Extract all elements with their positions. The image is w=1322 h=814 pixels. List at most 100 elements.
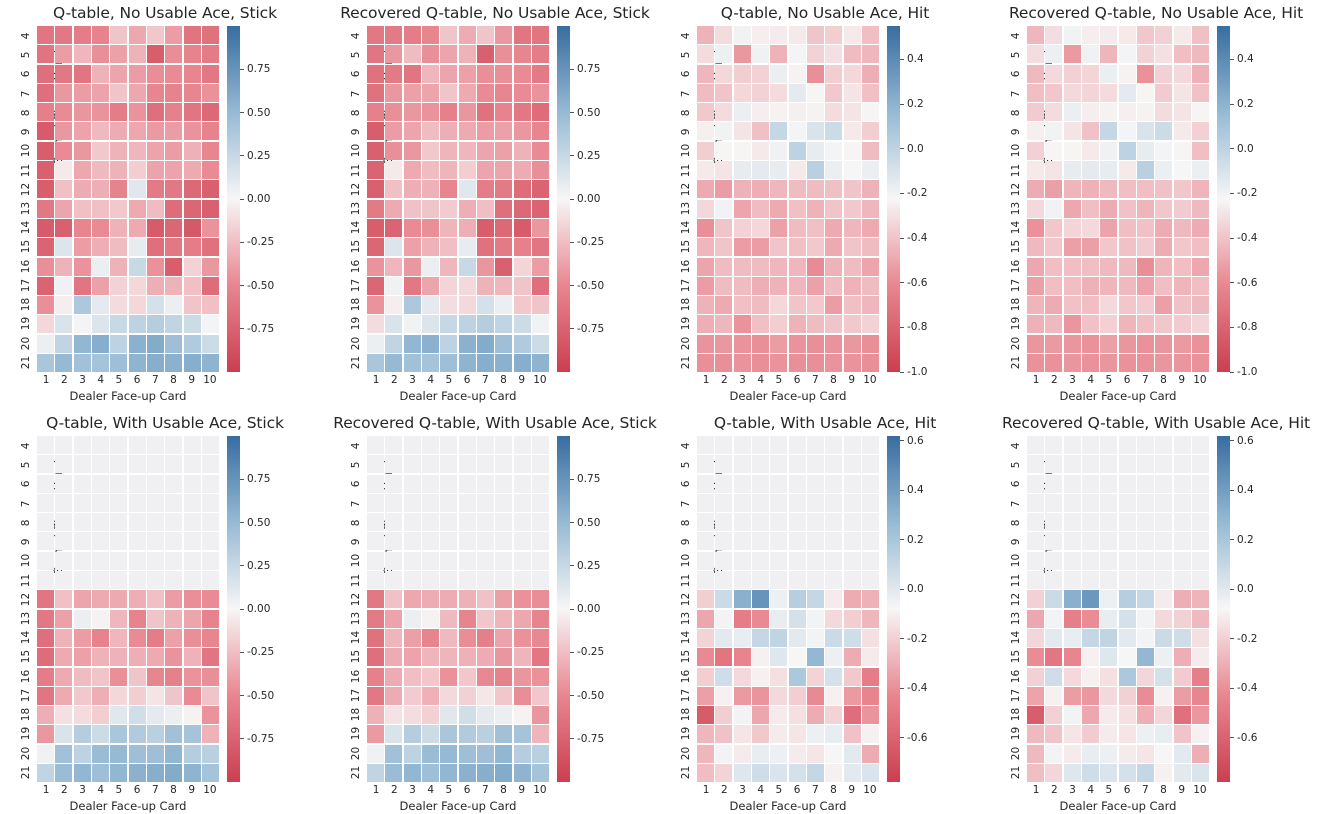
heatmap-cell: [183, 571, 201, 589]
tick-dash-icon: [900, 371, 904, 373]
heatmap-cell: [843, 45, 861, 64]
heatmap-cell: [403, 474, 421, 493]
y-tick-label: 20: [679, 336, 692, 350]
y-tick-label: 9: [19, 538, 32, 546]
heatmap-cell: [1027, 26, 1044, 44]
heatmap-cell: [165, 436, 183, 454]
heatmap-cell: [110, 315, 128, 334]
heatmap-cell: [385, 26, 403, 44]
heatmap-cell: [367, 161, 384, 179]
heatmap-cell: [1192, 26, 1209, 44]
colorbar-tick: 0.2: [900, 98, 924, 110]
heatmap-cell: [1063, 648, 1081, 667]
heatmap-cell: [1027, 493, 1044, 512]
x-tick-label: 4: [757, 374, 765, 386]
heatmap-cell: [458, 334, 476, 353]
heatmap-cell: [807, 276, 824, 295]
heatmap-cell: [165, 648, 183, 667]
colorbar-tick: 0.50: [240, 517, 270, 529]
heatmap-cell: [183, 513, 201, 532]
heatmap-cell: [165, 296, 183, 315]
x-tick-label: 6: [793, 784, 801, 796]
tick-dash-icon: [570, 565, 574, 567]
tick-dash-icon: [240, 241, 244, 243]
heatmap-grid: [37, 26, 219, 372]
heatmap-cell: [495, 334, 513, 353]
heatmap-cell: [825, 764, 843, 782]
y-tick-label: 8: [679, 519, 692, 526]
heatmap-cell: [385, 180, 403, 199]
heatmap-cell: [532, 45, 549, 64]
heatmap-cell: [1063, 64, 1081, 83]
heatmap-cell: [128, 455, 146, 474]
x-tick-label: 6: [133, 784, 141, 796]
heatmap-cell: [513, 83, 531, 102]
heatmap-cell: [1173, 667, 1191, 686]
heatmap-cell: [1100, 354, 1118, 372]
heatmap-cell: [495, 513, 513, 532]
heatmap-cell: [165, 764, 183, 782]
heatmap-cell: [403, 628, 421, 647]
heatmap-cell: [440, 334, 458, 353]
heatmap-cell: [715, 455, 733, 474]
heatmap-cell: [110, 199, 128, 218]
heatmap-cell: [110, 218, 128, 237]
heatmap-cell: [1082, 532, 1099, 551]
heatmap-cell: [788, 257, 806, 276]
heatmap-cell: [165, 103, 183, 122]
heatmap-cell: [697, 354, 714, 372]
heatmap-cell: [1155, 315, 1173, 334]
y-tick-label: 11: [679, 573, 692, 587]
heatmap-cell: [1118, 571, 1136, 589]
heatmap-cell: [110, 103, 128, 122]
colorbar-tick-label: 0.00: [247, 603, 271, 615]
y-tick-label: 8: [679, 109, 692, 116]
heatmap-cell: [403, 199, 421, 218]
heatmap-cell: [458, 590, 476, 609]
heatmap-cell: [862, 334, 879, 353]
tick-dash-icon: [240, 738, 244, 740]
y-tick-label: 17: [679, 278, 692, 293]
heatmap-cell: [477, 474, 494, 493]
heatmap-cell: [825, 315, 843, 334]
heatmap-cell: [37, 436, 54, 454]
colorbar-tick-label: 0.00: [577, 193, 601, 205]
heatmap-cell: [73, 744, 91, 763]
heatmap-cell: [128, 296, 146, 315]
heatmap-cell: [403, 64, 421, 83]
heatmap-cell: [1045, 26, 1063, 44]
heatmap-cell: [733, 315, 751, 334]
y-tick-label: 18: [1009, 298, 1022, 312]
heatmap-cell: [385, 628, 403, 647]
heatmap-cell: [770, 218, 788, 237]
heatmap-cell: [73, 334, 91, 353]
heatmap-cell: [843, 628, 861, 647]
heatmap-cell: [128, 648, 146, 667]
colorbar-tick-label: 0.6: [1237, 434, 1254, 447]
heatmap-cell: [422, 199, 439, 218]
colorbar-tick-label: -0.6: [907, 731, 928, 744]
heatmap-cell: [862, 354, 879, 372]
heatmap-cell: [770, 474, 788, 493]
colorbar-ticks: 0.6 0.4 0.2 0.0 -0.2 -0.4 -0.6: [1230, 434, 1290, 782]
colorbar-tick: 0.00: [570, 603, 600, 615]
heatmap-cell: [147, 744, 164, 763]
heatmap-cell: [422, 161, 439, 179]
heatmap-cell: [202, 296, 219, 315]
heatmap-cell: [422, 141, 439, 160]
heatmap-cell: [1118, 493, 1136, 512]
heatmap-cell: [825, 493, 843, 512]
heatmap-cell: [1100, 455, 1118, 474]
heatmap-cell: [458, 141, 476, 160]
heatmap-cell: [367, 64, 384, 83]
heatmap-cell: [825, 628, 843, 647]
y-tick-label: 16: [19, 669, 32, 683]
heatmap-cell: [1118, 551, 1136, 570]
heatmap-cell: [807, 180, 824, 199]
heatmap-cell: [495, 628, 513, 647]
heatmap-cell: [73, 513, 91, 532]
heatmap-cell: [1118, 180, 1136, 199]
y-tick-label: 14: [1009, 631, 1022, 645]
colorbar-tick-label: 0.50: [247, 106, 271, 119]
colorbar-tick-label: -0.25: [577, 646, 605, 659]
